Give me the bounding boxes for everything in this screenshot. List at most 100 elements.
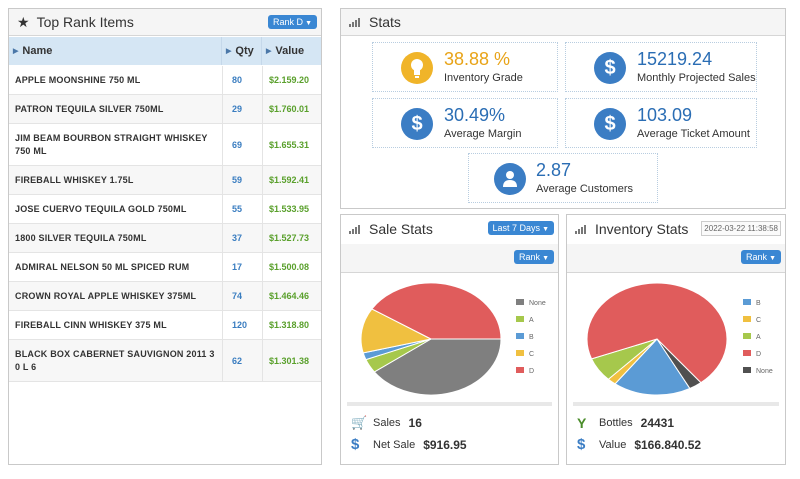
col-qty-header[interactable]: ▶ Qty (222, 37, 262, 65)
date-field[interactable]: 2022-03-22 11:38:58 (701, 221, 781, 236)
lightbulb-icon (401, 52, 433, 84)
legend-swatch (516, 350, 524, 356)
bottles-value: 24431 (640, 416, 675, 430)
pie-slice-d[interactable] (371, 282, 502, 340)
stat-value: 2.87 (536, 160, 572, 180)
stats-title: Stats (369, 14, 401, 30)
pie-slice-b[interactable] (614, 338, 691, 396)
inventory-toolbar: Rank ▼ (567, 244, 785, 273)
dollar-icon: $ (594, 108, 626, 140)
sales-label: Sales (373, 417, 401, 429)
item-value: $1.533.95 (262, 195, 321, 223)
signal-bars-icon (575, 224, 588, 234)
signal-bars-icon (349, 17, 362, 27)
dollar-icon: $ (594, 52, 626, 84)
legend-swatch (743, 333, 751, 339)
item-qty: 69 (222, 124, 262, 165)
table-row[interactable]: PATRON TEQUILA SILVER 750ML 29 $1.760.01 (9, 95, 321, 124)
table-row[interactable]: CROWN ROYAL APPLE WHISKEY 375ML 74 $1.464.… (9, 282, 321, 311)
inventory-pie-chart: B C A D None (586, 282, 773, 396)
pie-slice-none[interactable] (373, 338, 502, 396)
stat-label: Average Margin (444, 128, 522, 140)
sale-stats-header: Sale Stats Last 7 Days ▼ (341, 215, 558, 242)
cart-icon: 🛒 (351, 415, 368, 430)
legend-label: None (756, 368, 773, 375)
item-name: JIM BEAM BOURBON STRAIGHT WHISKEY 750 ML (15, 132, 208, 156)
col-name-header[interactable]: ▶ Name (9, 37, 222, 65)
item-qty: 37 (222, 224, 262, 252)
item-qty: 80 (222, 66, 262, 94)
table-row[interactable]: APPLE MOONSHINE 750 ML 80 $2.159.20 (9, 66, 321, 95)
top-rank-panel: ★ Top Rank Items Rank D ▼ ▶ Name ▶ Qty ▶ Val… (8, 8, 322, 465)
legend-label: D (756, 351, 761, 358)
stat-value: 15219.24 (637, 49, 713, 69)
item-value: $1.318.80 (262, 311, 321, 339)
sales-row: 🛒 Sales 16 (351, 415, 422, 431)
sort-icon: ▶ (226, 48, 232, 55)
table-header: ▶ Name ▶ Qty ▶ Value (9, 37, 321, 65)
item-value: $1.592.41 (262, 166, 321, 194)
item-qty: 74 (222, 282, 262, 310)
stat-box: 38.88 % Inventory Grade (372, 42, 558, 92)
pie-slice-d[interactable] (586, 282, 728, 384)
table-row[interactable]: FIREBALL CINN WHISKEY 375 ML 120 $1.318.80 (9, 311, 321, 340)
legend-swatch (743, 367, 751, 373)
table-row[interactable]: JOSE CUERVO TEQUILA GOLD 750ML 55 $1.533.9… (9, 195, 321, 224)
col-name-label: Name (22, 45, 53, 57)
legend-label: A (529, 317, 534, 324)
period-dropdown-label: Last 7 Days (492, 223, 541, 233)
sale-rank-dropdown[interactable]: Rank ▼ (514, 250, 554, 264)
user-icon (494, 163, 526, 195)
sale-stats-panel: Sale Stats Last 7 Days ▼ Rank ▼ None A B C D 🛒… (340, 214, 559, 465)
item-qty: 120 (222, 311, 262, 339)
legend-label: D (529, 368, 534, 375)
stat-value: 30.49% (444, 105, 506, 125)
inventory-rank-dropdown[interactable]: Rank ▼ (741, 250, 781, 264)
item-name: BLACK BOX CABERNET SAUVIGNON 2011 3 0 L … (15, 348, 215, 372)
item-qty: 55 (222, 195, 262, 223)
period-dropdown[interactable]: Last 7 Days ▼ (487, 221, 554, 235)
legend-swatch (743, 350, 751, 356)
stat-box: $103.09 Average Ticket Amount (565, 98, 757, 148)
bottles-row: Y Bottles 24431 (577, 415, 674, 431)
stats-panel: Stats 38.88 % Inventory Grade $15219.24 Mon… (340, 8, 786, 209)
sale-rank-label: Rank (519, 252, 541, 262)
legend-label: B (756, 300, 761, 307)
stat-label: Inventory Grade (444, 72, 523, 84)
sales-value: 16 (408, 416, 422, 430)
col-value-header[interactable]: ▶ Value (262, 37, 321, 65)
stat-value: 103.09 (637, 105, 693, 125)
inv-value-row: $ Value $166.840.52 (577, 436, 701, 453)
star-icon: ★ (17, 13, 30, 30)
inventory-stats-title: Inventory Stats (595, 220, 689, 237)
legend-swatch (743, 299, 751, 305)
table-row[interactable]: JIM BEAM BOURBON STRAIGHT WHISKEY 750 ML… (9, 124, 321, 166)
chevron-down-icon: ▼ (542, 255, 549, 262)
stat-box: $30.49% Average Margin (372, 98, 558, 148)
inventory-stats-header: Inventory Stats 2022-03-22 11:38:58 (567, 215, 785, 242)
top-rank-title: Top Rank Items (36, 14, 134, 30)
item-value: $2.159.20 (262, 66, 321, 94)
stat-box: $15219.24 Monthly Projected Sales (565, 42, 757, 92)
dollar-icon: $ (401, 108, 433, 140)
rank-dropdown[interactable]: Rank D ▼ (268, 15, 317, 29)
table-row[interactable]: ADMIRAL NELSON 50 ML SPICED RUM 17 $1.500.… (9, 253, 321, 282)
stats-header: Stats (341, 9, 785, 36)
inv-value-label: Value (599, 438, 627, 451)
table-row[interactable]: 1800 SILVER TEQUILA 750ML 37 $1.527.73 (9, 224, 321, 253)
pie-slice-c[interactable] (360, 308, 433, 354)
sale-stats-toolbar: Rank ▼ (341, 244, 558, 273)
pie-slice-none[interactable] (656, 338, 702, 390)
table-row[interactable]: BLACK BOX CABERNET SAUVIGNON 2011 3 0 L … (9, 340, 321, 382)
dollar-icon: $ (351, 436, 360, 453)
item-value: $1.527.73 (262, 224, 321, 252)
legend-swatch (516, 367, 524, 373)
net-sale-row: $ Net Sale $916.95 (351, 436, 467, 453)
col-qty-label: Qty (235, 45, 254, 57)
table-row[interactable]: FIREBALL WHISKEY 1.75L 59 $1.592.41 (9, 166, 321, 195)
signal-bars-icon (349, 224, 362, 234)
stat-label: Average Ticket Amount (637, 128, 750, 140)
net-sale-value: $916.95 (423, 437, 467, 452)
legend-swatch (516, 333, 524, 339)
item-name: FIREBALL WHISKEY 1.75L (15, 174, 134, 185)
